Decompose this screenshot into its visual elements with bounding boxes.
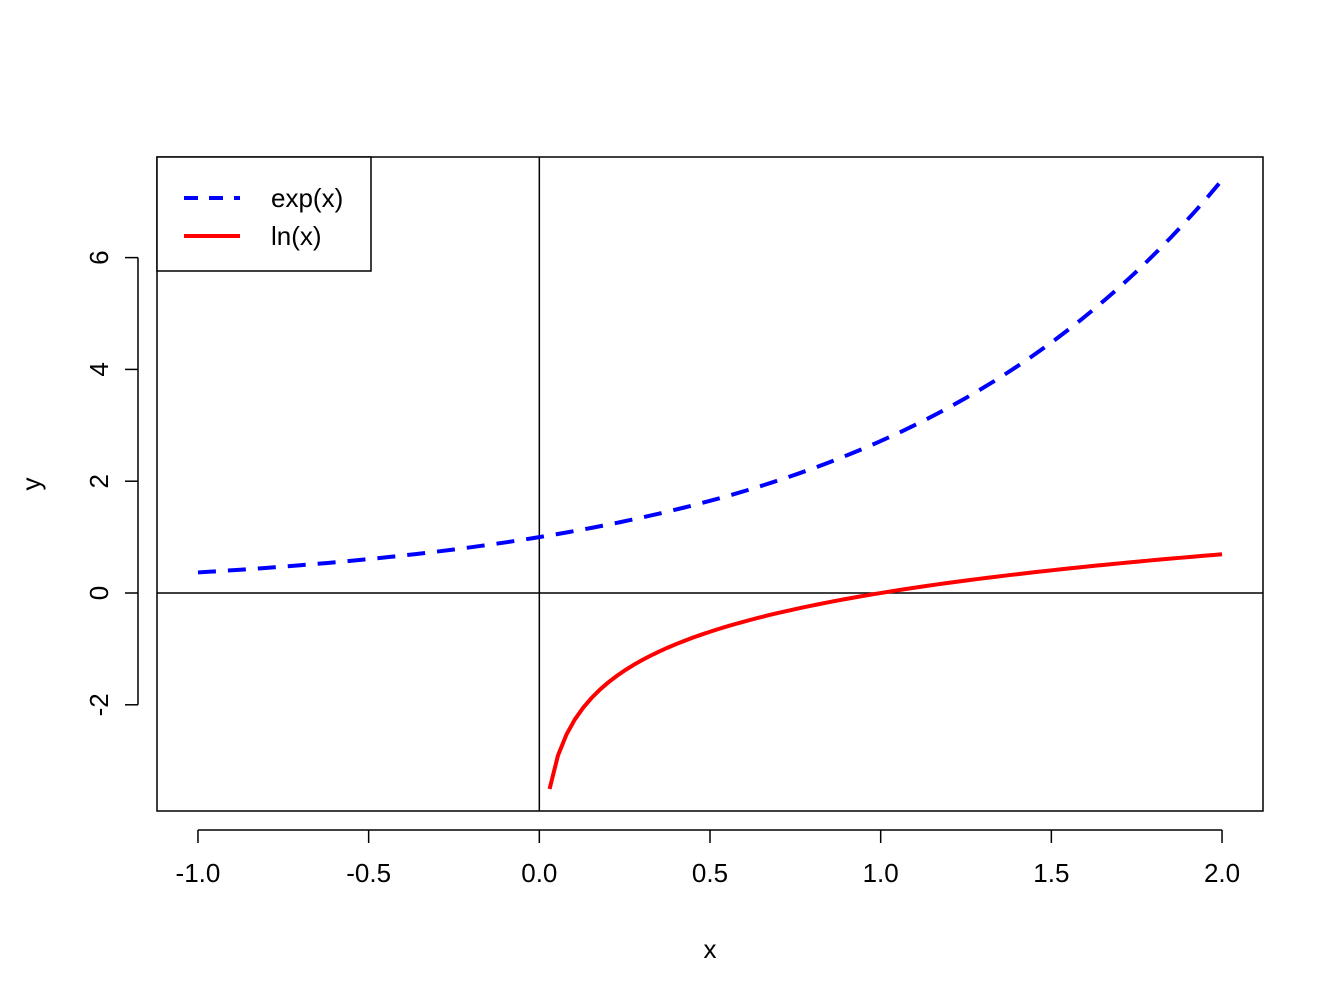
legend-label-ln: ln(x) — [271, 221, 322, 251]
y-tick-label: 6 — [84, 250, 114, 264]
x-tick-label: -0.5 — [346, 858, 391, 888]
legend-box — [156, 156, 372, 272]
plot-layer — [157, 157, 1263, 811]
y-tick-label: -2 — [84, 693, 114, 716]
series-line-ln — [547, 552, 1223, 790]
x-axis: -1.0 -0.5 0.0 0.5 1.0 1.5 2.0 — [176, 829, 1240, 888]
series-line-exp — [197, 178, 1224, 575]
x-tick-label: 1.0 — [863, 858, 899, 888]
x-tick-label: -1.0 — [176, 858, 221, 888]
y-tick-label: 2 — [84, 474, 114, 488]
x-tick-label: 1.5 — [1033, 858, 1069, 888]
legend-label-exp: exp(x) — [271, 183, 343, 213]
x-tick-label: 2.0 — [1204, 858, 1240, 888]
x-axis-label: x — [704, 934, 717, 964]
legend: exp(x) ln(x) — [156, 156, 372, 272]
y-axis: -2 0 2 4 6 — [84, 250, 139, 716]
y-tick-label: 0 — [84, 586, 114, 600]
y-axis-label: y — [16, 478, 46, 491]
plot-frame — [156, 156, 1264, 812]
x-tick-label: 0.0 — [521, 858, 557, 888]
x-tick-label: 0.5 — [692, 858, 728, 888]
y-tick-label: 4 — [84, 362, 114, 376]
